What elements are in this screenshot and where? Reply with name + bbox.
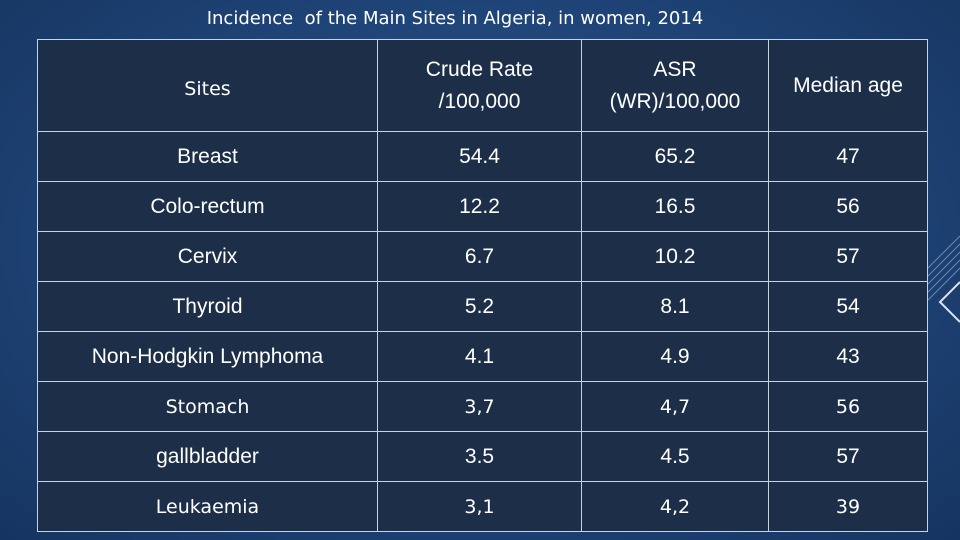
cell-asr: 10.2 <box>581 231 769 282</box>
table-row: Thyroid 5.2 8.1 54 <box>37 281 928 332</box>
cell-asr: 4,2 <box>581 481 769 532</box>
table-row: Leukaemia 3,1 4,2 39 <box>37 481 928 532</box>
cell-asr: 4.9 <box>581 331 769 382</box>
cell-crude-rate: 3.5 <box>377 431 582 482</box>
table-row: Cervix 6.7 10.2 57 <box>37 231 928 282</box>
cell-crude-rate: 4.1 <box>377 331 582 382</box>
header-asr-line1: ASR <box>653 57 697 81</box>
table-row: gallbladder 3.5 4.5 57 <box>37 431 928 482</box>
table-row: Stomach 3,7 4,7 56 <box>37 381 928 432</box>
cell-site: Breast <box>37 131 378 182</box>
header-crude-rate-line1: Crude Rate <box>425 57 534 81</box>
cell-median-age: 54 <box>768 281 928 332</box>
cell-site: Non-Hodgkin Lymphoma <box>37 331 378 382</box>
cell-asr: 8.1 <box>581 281 769 332</box>
cell-median-age: 57 <box>768 431 928 482</box>
table-row: Colo-rectum 12.2 16.5 56 <box>37 181 928 232</box>
cell-median-age: 47 <box>768 131 928 182</box>
slide-title: Incidence of the Main Sites in Algeria, … <box>206 8 704 29</box>
cell-median-age: 43 <box>768 331 928 382</box>
header-asr-line2: (WR)/100,000 <box>609 89 741 113</box>
cell-crude-rate: 3,1 <box>377 481 582 532</box>
cell-crude-rate: 3,7 <box>377 381 582 432</box>
cell-median-age: 57 <box>768 231 928 282</box>
header-crude-rate: Crude Rate /100,000 <box>377 39 582 132</box>
header-crude-rate-line2: /100,000 <box>438 89 521 113</box>
cell-site: Cervix <box>37 231 378 282</box>
cell-asr: 16.5 <box>581 181 769 232</box>
cell-site: Thyroid <box>37 281 378 332</box>
cell-crude-rate: 12.2 <box>377 181 582 232</box>
cell-median-age: 56 <box>768 181 928 232</box>
table-row: Breast 54.4 65.2 47 <box>37 131 928 182</box>
cell-site: Stomach <box>37 381 378 432</box>
incidence-table: Sites Crude Rate /100,000 ASR (WR)/100,0… <box>37 39 928 532</box>
header-median-age: Median age <box>768 39 928 132</box>
cell-site: Colo-rectum <box>37 181 378 232</box>
cell-crude-rate: 5.2 <box>377 281 582 332</box>
cell-crude-rate: 6.7 <box>377 231 582 282</box>
header-sites: Sites <box>37 39 378 132</box>
table-row: Non-Hodgkin Lymphoma 4.1 4.9 43 <box>37 331 928 382</box>
cell-asr: 4,7 <box>581 381 769 432</box>
cell-asr: 65.2 <box>581 131 769 182</box>
cell-median-age: 39 <box>768 481 928 532</box>
cell-site: gallbladder <box>37 431 378 482</box>
cell-asr: 4.5 <box>581 431 769 482</box>
cell-crude-rate: 54.4 <box>377 131 582 182</box>
table-header-row: Sites Crude Rate /100,000 ASR (WR)/100,0… <box>37 39 928 132</box>
cell-site: Leukaemia <box>37 481 378 532</box>
header-asr: ASR (WR)/100,000 <box>581 39 769 132</box>
cell-median-age: 56 <box>768 381 928 432</box>
